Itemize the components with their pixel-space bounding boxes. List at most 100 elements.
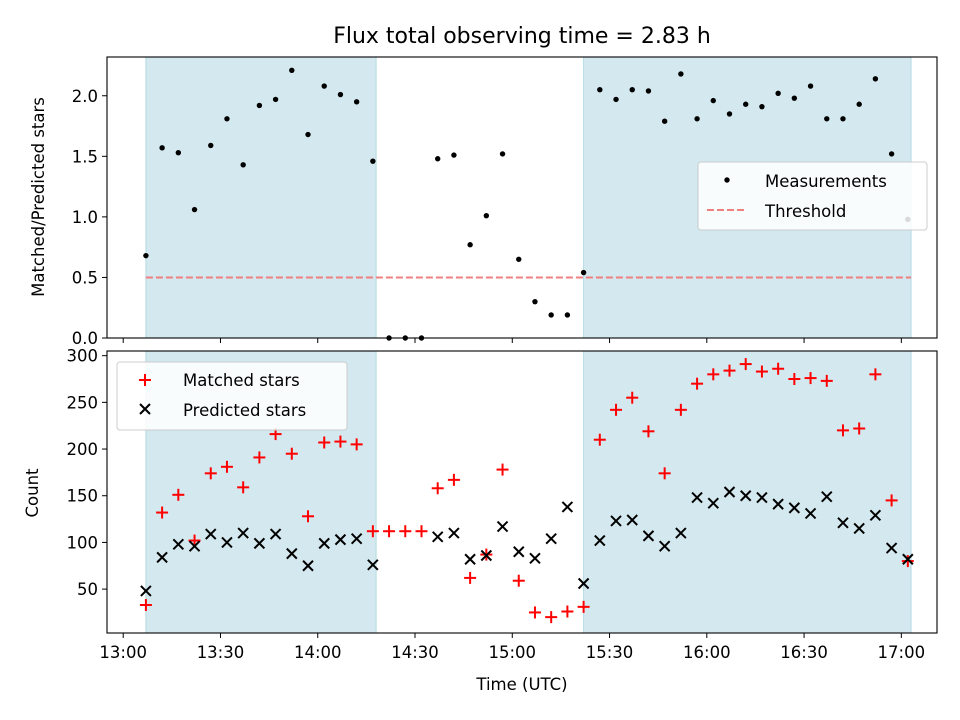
matched-stars-point: [156, 506, 169, 519]
matched-stars-point: [610, 403, 623, 416]
matched-stars-point: [772, 362, 785, 375]
measurement-point: [224, 116, 230, 122]
measurement-point: [370, 158, 376, 164]
predicted-stars-point: [464, 553, 476, 565]
matched-stars-point: [366, 525, 379, 538]
measurement-point: [743, 101, 749, 107]
predicted-stars-point: [804, 507, 817, 520]
bottom-panel-legend: Matched stars Predicted stars: [116, 361, 348, 431]
x-tick-label: 17:00: [878, 643, 926, 662]
predicted-stars-point: [480, 549, 493, 562]
predicted-stars-point: [448, 527, 460, 539]
matched-stars-point: [464, 571, 477, 584]
y-tick-label: 1.5: [72, 147, 98, 166]
matched-stars-point: [447, 473, 460, 486]
matched-stars-point: [658, 467, 671, 480]
x-tick-label: 15:00: [488, 643, 536, 662]
measurement-point: [240, 162, 246, 168]
matched-stars-point: [561, 605, 574, 618]
measurement-point: [516, 256, 522, 262]
top-legend-threshold-label: Threshold: [764, 202, 846, 221]
predicted-stars-point: [156, 551, 168, 564]
measurement-point: [305, 131, 311, 138]
measurement-point: [483, 212, 490, 219]
measurement-point: [208, 142, 214, 149]
chart-title: Flux total observing time = 2.83 h: [333, 24, 711, 49]
predicted-stars-point: [318, 537, 330, 550]
matched-stars-point: [139, 598, 152, 611]
bottom-legend-box: [116, 361, 348, 431]
measurement-point: [726, 111, 733, 117]
predicted-stars-point: [334, 533, 347, 546]
top-panel-legend: Measurements Threshold: [697, 161, 928, 231]
matched-stars-point: [626, 391, 639, 404]
predicted-stars-point: [658, 540, 671, 552]
predicted-stars-point: [740, 490, 752, 502]
matched-stars-point: [334, 435, 347, 448]
measurement-point: [629, 87, 635, 93]
measurement-point: [888, 151, 895, 157]
y-tick-label: 0.5: [72, 268, 98, 287]
matched-stars-point: [545, 611, 558, 624]
matched-stars-point: [172, 488, 185, 501]
y-tick-label: 100: [67, 533, 99, 552]
predicted-stars-point: [286, 547, 298, 560]
matched-stars-point: [836, 424, 849, 437]
measurement-point: [272, 96, 279, 103]
predicted-stars-point: [269, 528, 282, 540]
predicted-stars-point: [885, 542, 898, 554]
predicted-stars-point: [853, 522, 865, 535]
predicted-stars-point: [431, 531, 444, 543]
matched-stars-point: [788, 373, 801, 386]
top-panel-x-ticks: [122, 338, 902, 343]
matched-stars-point: [885, 494, 898, 507]
predicted-stars-point: [529, 552, 541, 565]
matched-stars-point: [577, 600, 590, 613]
bottom-panel-ylabel: Count: [23, 468, 42, 518]
top-legend-measurements-label: Measurements: [765, 172, 887, 191]
measurement-point: [451, 152, 457, 158]
x-tick-label: 14:30: [391, 643, 439, 662]
measurement-point: [759, 103, 765, 110]
measurement-point: [710, 97, 716, 104]
measurement-point: [840, 116, 846, 122]
matched-stars-point: [820, 374, 833, 387]
predicted-stars-point: [821, 490, 833, 503]
matched-stars-point: [593, 433, 606, 446]
x-tick-label: 16:30: [780, 643, 828, 662]
predicted-stars-point: [140, 585, 152, 597]
predicted-stars-point: [205, 528, 217, 540]
matched-stars-point: [188, 534, 201, 547]
x-tick-label: 16:00: [683, 643, 731, 662]
predicted-stars-point: [561, 501, 574, 513]
matched-stars-point: [691, 377, 704, 390]
bottom-panel-marks: [139, 358, 914, 624]
predicted-stars-point: [302, 560, 314, 572]
predicted-stars-point: [626, 514, 638, 526]
matched-stars-point: [350, 438, 363, 451]
x-axis-label: Time (UTC): [475, 675, 567, 694]
measurement-point: [807, 83, 814, 89]
measurement-point: [856, 101, 862, 107]
predicted-stars-point: [837, 517, 849, 529]
measurement-point: [775, 90, 781, 97]
predicted-stars-point: [513, 546, 525, 558]
measurement-point: [597, 87, 603, 93]
measurement-point: [548, 312, 554, 318]
measurement-point: [289, 67, 295, 74]
measurement-point: [661, 118, 668, 124]
bottom-legend-matched-label: Matched stars: [183, 371, 300, 390]
measurement-point: [791, 95, 798, 101]
matched-stars-point: [204, 467, 217, 480]
matched-stars-point: [253, 451, 266, 464]
measurement-point: [337, 91, 344, 98]
measurement-point: [872, 76, 879, 82]
predicted-stars-point: [642, 530, 655, 542]
measurement-point: [467, 242, 473, 248]
matched-stars-point: [285, 447, 298, 460]
bottom-panel-y-axis: 50 100 150 200 250 300: [67, 347, 107, 599]
predicted-stars-point: [350, 532, 363, 545]
measurement-point: [353, 99, 360, 105]
y-tick-label: 1.0: [72, 208, 98, 227]
